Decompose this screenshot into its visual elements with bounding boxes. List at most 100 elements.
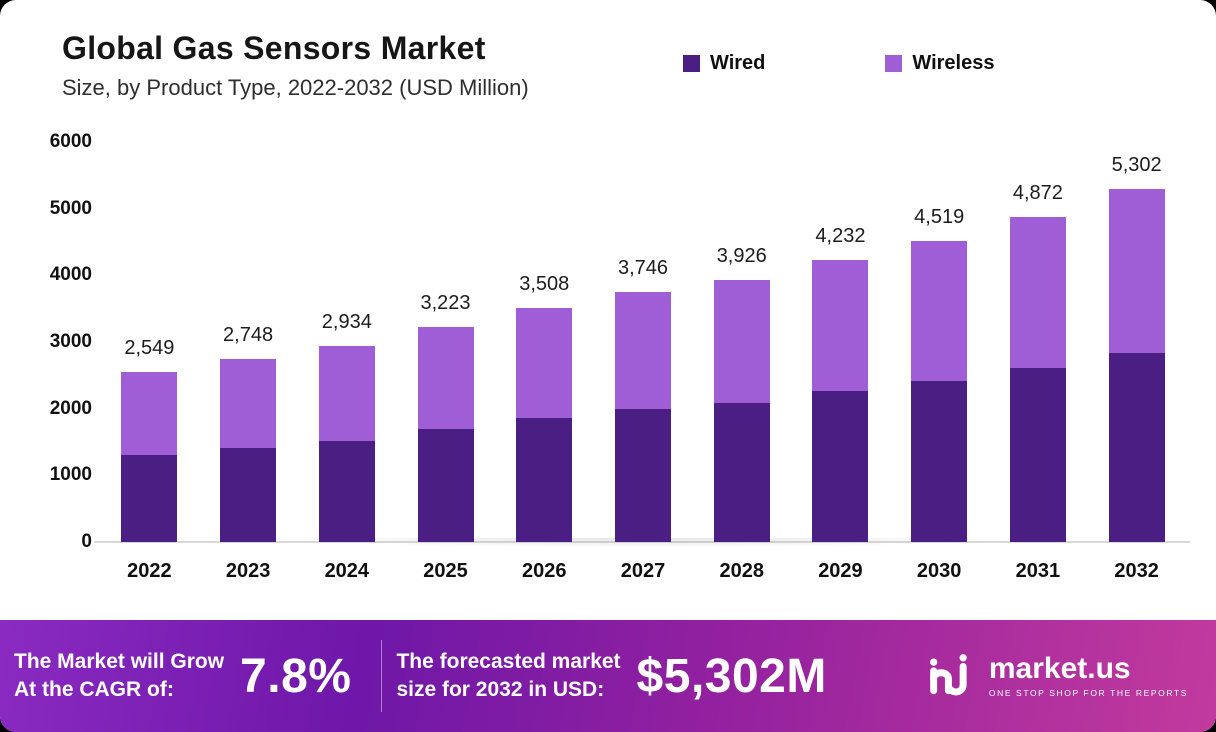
legend-item-wired: Wired — [683, 52, 765, 75]
y-tick-label-0: 0 — [81, 531, 92, 552]
total-label-2032: 5,302 — [1111, 153, 1162, 176]
bar-2028-wired-segment — [713, 402, 770, 542]
chart: 0 1000 2000 3000 4000 5000 6000 2,549 2022 2,748… — [28, 131, 1190, 582]
brand-text: market.us ONE STOP SHOP FOR THE REPORTS — [988, 652, 1188, 699]
total-label-2023: 2,748 — [223, 323, 274, 346]
bar-group-2030: 4,519 2030 — [890, 142, 989, 582]
y-axis-ticks: 0 1000 2000 3000 4000 5000 6000 — [28, 131, 100, 552]
y-tick-label-1000: 1000 — [49, 464, 92, 486]
total-label-2022: 2,549 — [124, 337, 175, 360]
total-label-2027: 3,746 — [617, 257, 669, 280]
forecast-label: The forecasted market size for 2032 in U… — [396, 648, 620, 703]
bar-2030 — [911, 240, 968, 542]
bar-2027-wired-segment — [614, 409, 671, 542]
bar-2031-wired-segment — [1009, 368, 1066, 542]
x-axis-label-2028: 2028 — [719, 560, 764, 582]
plot-area: 2,549 2022 2,748 2023 2,934 2024 3,223 2025 3,50… — [94, 142, 1190, 582]
brand-name: market.us — [988, 652, 1131, 685]
bar-2022 — [121, 372, 178, 542]
page-subtitle: Size, by Product Type, 2022-2032 (USD Mi… — [62, 75, 529, 100]
bar-2022-wired-segment — [121, 455, 178, 542]
x-axis-label-2025: 2025 — [423, 560, 468, 582]
x-axis-label-2022: 2022 — [127, 560, 172, 582]
bar-group-2022: 2,549 2022 — [100, 142, 199, 582]
bar-2028 — [713, 280, 770, 542]
y-tick-label-4000: 4000 — [49, 264, 92, 286]
chart-header: Global Gas Sensors Market Size, by Produ… — [62, 30, 529, 101]
bar-2032-wired-segment — [1108, 352, 1165, 542]
y-tick-label-5000: 5000 — [49, 197, 92, 219]
x-axis-baseline — [94, 541, 1190, 543]
brand-logo: market.us ONE STOP SHOP FOR THE REPORTS — [925, 650, 1188, 702]
cagr-label-line2: At the CAGR of: — [14, 678, 174, 701]
market-us-logo-icon — [929, 654, 967, 696]
bar-group-2026: 3,508 2026 — [495, 142, 594, 582]
bar-2027-wireless-segment — [614, 292, 671, 410]
total-label-2024: 2,934 — [321, 311, 372, 334]
y-tick-label-6000: 6000 — [49, 131, 92, 152]
cagr-label-line1: The Market will Grow — [14, 650, 225, 674]
bar-2024 — [318, 346, 375, 542]
total-label-2031: 4,872 — [1012, 182, 1063, 205]
cagr-value: 7.8% — [240, 649, 352, 703]
x-axis-label-2026: 2026 — [522, 560, 567, 582]
bar-2026-wired-segment — [516, 418, 573, 542]
x-axis-label-2027: 2027 — [620, 560, 666, 582]
total-label-2025: 3,223 — [420, 292, 471, 315]
bar-2026 — [516, 308, 573, 542]
cagr-label: The Market will Grow At the CAGR of: — [14, 648, 224, 703]
footer-banner: The Market will Grow At the CAGR of: 7.8… — [0, 620, 1216, 732]
bar-group-2024: 2,934 2024 — [297, 142, 396, 582]
bar-2024-wired-segment — [318, 441, 375, 542]
bar-group-2032: 5,302 2032 — [1087, 142, 1186, 582]
y-tick-label-3000: 3000 — [49, 331, 92, 352]
total-label-2029: 4,232 — [815, 224, 866, 247]
bar-2029-wireless-segment — [812, 259, 869, 392]
legend-item-wireless: Wireless — [885, 52, 994, 75]
bar-group-2025: 3,223 2025 — [396, 142, 495, 582]
y-tick-label-2000: 2000 — [49, 397, 92, 419]
x-axis-label-2023: 2023 — [225, 560, 271, 582]
bar-2025 — [417, 327, 474, 542]
bar-2023-wireless-segment — [220, 358, 277, 448]
bar-group-2027: 3,746 2027 — [594, 142, 693, 582]
bar-2028-wireless-segment — [713, 280, 770, 403]
brand-tagline: ONE STOP SHOP FOR THE REPORTS — [988, 688, 1188, 698]
bar-2031-wireless-segment — [1009, 217, 1066, 368]
legend-swatch-wireless — [885, 55, 903, 72]
bar-2023-wired-segment — [220, 448, 277, 542]
bar-group-2023: 2,748 2023 — [199, 142, 298, 582]
legend-label-wired: Wired — [710, 52, 766, 74]
total-label-2028: 3,926 — [716, 245, 767, 268]
legend-label-wireless: Wireless — [912, 52, 995, 74]
bar-group-2029: 4,232 2029 — [791, 142, 890, 582]
bar-2032 — [1108, 188, 1165, 542]
bar-2029 — [812, 259, 869, 542]
bar-2030-wired-segment — [911, 381, 968, 542]
legend: Wired Wireless — [683, 52, 994, 75]
legend-swatch-wired — [683, 55, 700, 72]
forecast-label-line2: size for 2032 in USD: — [396, 678, 605, 701]
page-title: Global Gas Sensors Market — [62, 30, 486, 66]
x-axis-label-2029: 2029 — [818, 560, 863, 582]
bar-2027 — [614, 292, 671, 542]
bar-2026-wireless-segment — [516, 308, 573, 418]
bar-2024-wireless-segment — [318, 346, 375, 442]
total-label-2026: 3,508 — [519, 273, 570, 296]
x-axis-label-2030: 2030 — [916, 560, 962, 582]
bar-2030-wireless-segment — [911, 240, 968, 382]
bar-2031 — [1009, 217, 1066, 542]
forecast-label-line1: The forecasted market — [396, 650, 621, 674]
bar-2025-wired-segment — [417, 429, 474, 542]
bar-2023 — [220, 358, 277, 542]
bar-2025-wireless-segment — [417, 327, 474, 430]
x-axis-label-2032: 2032 — [1114, 560, 1159, 582]
x-axis-label-2024: 2024 — [324, 560, 370, 582]
forecast-value: $5,302M — [636, 649, 827, 703]
banner-divider — [381, 640, 383, 712]
bar-2032-wireless-segment — [1108, 188, 1165, 353]
total-label-2030: 4,519 — [914, 205, 965, 228]
x-axis-label-2031: 2031 — [1015, 560, 1061, 582]
bar-2022-wireless-segment — [121, 372, 178, 456]
